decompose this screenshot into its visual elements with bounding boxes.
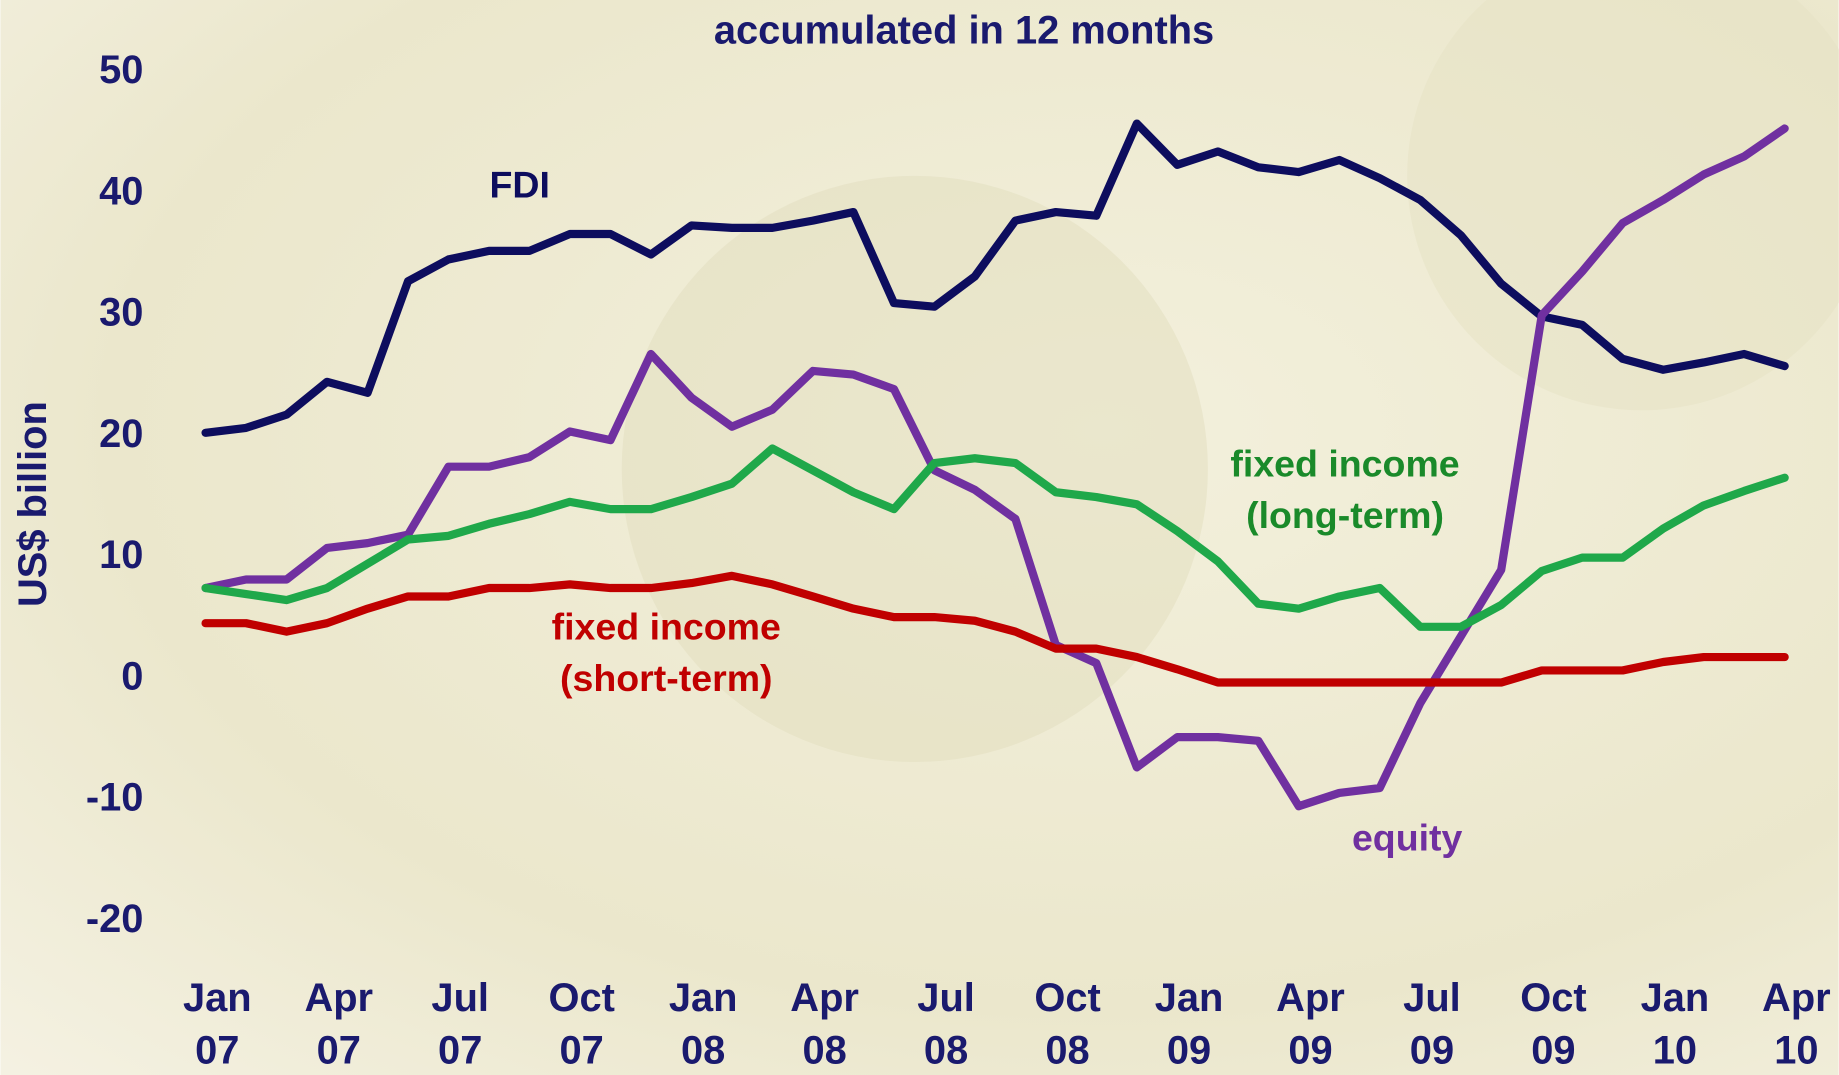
chart-title: accumulated in 12 months [714, 8, 1214, 52]
series-label: equity [1352, 816, 1463, 858]
y-tick-label: -20 [86, 897, 144, 941]
y-tick-label: 0 [121, 654, 143, 698]
y-tick-label: 20 [99, 412, 143, 456]
y-tick-label: 50 [99, 48, 143, 92]
chart: accumulated in 12 months US$ billion -20… [0, 0, 1839, 1075]
y-tick-label: 10 [99, 533, 143, 577]
y-tick-label: 30 [99, 291, 143, 335]
series-label: FDI [490, 163, 550, 205]
y-tick-label: -10 [86, 776, 144, 820]
y-tick-label: 40 [99, 169, 143, 213]
y-axis-label: US$ billion [11, 401, 55, 607]
